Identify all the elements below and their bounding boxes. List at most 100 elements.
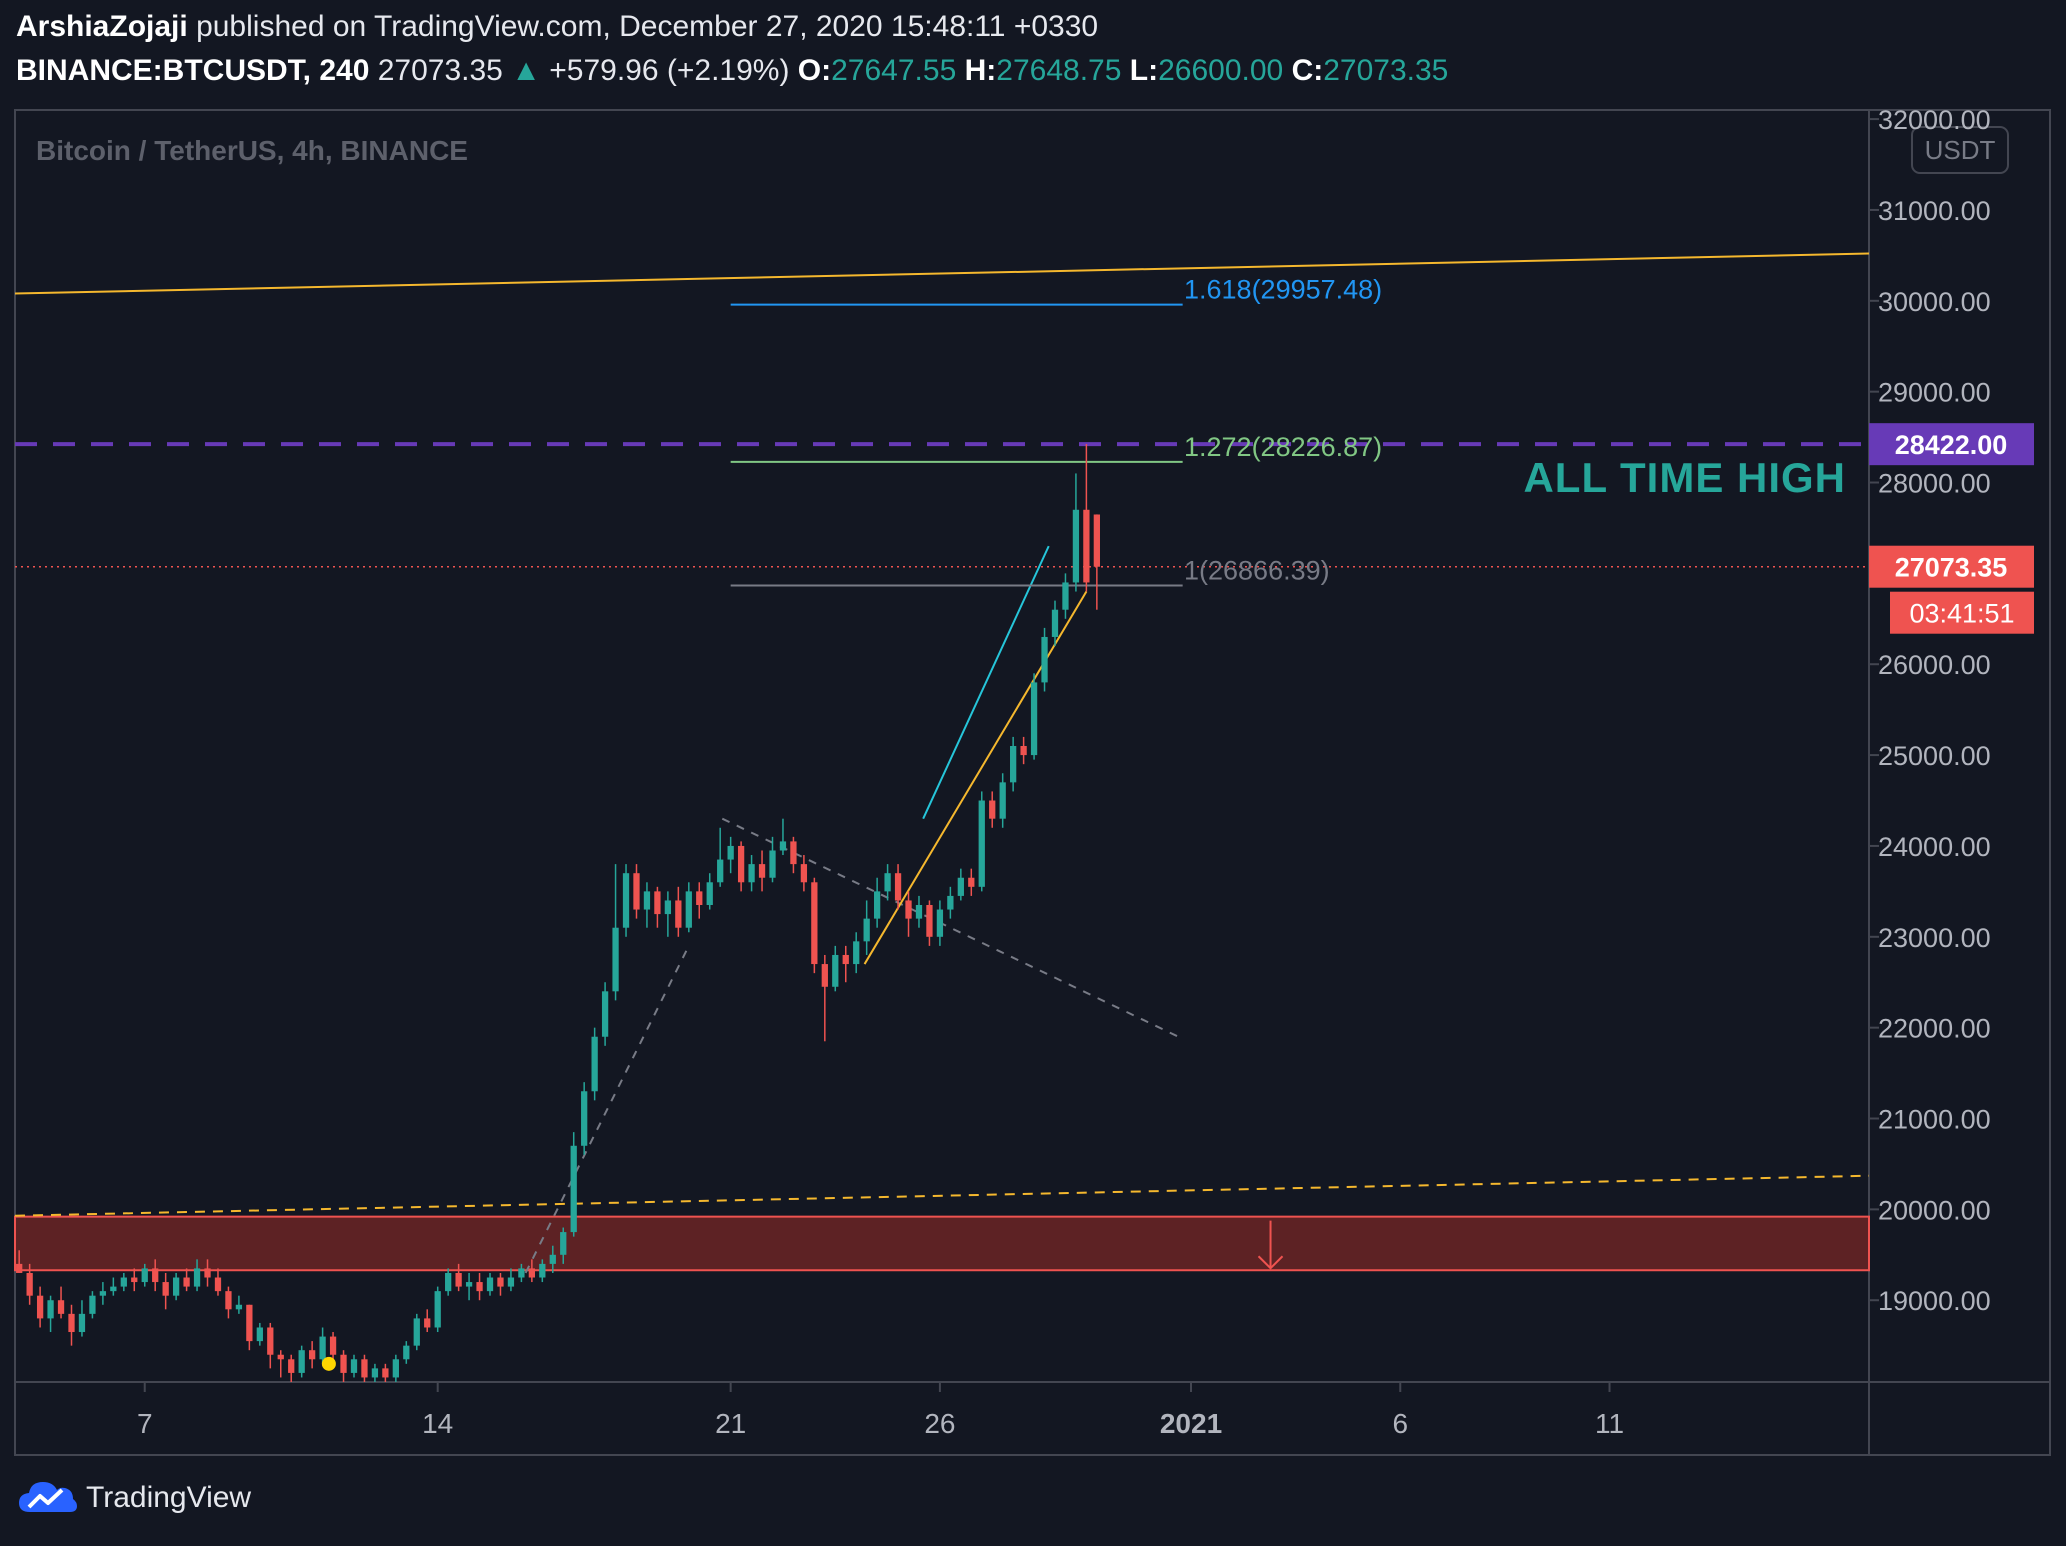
candle-body [560, 1232, 567, 1255]
fib-level-label: 1(26866.39) [1184, 556, 1330, 586]
last-price: 27073.35 [377, 54, 503, 87]
candle-body [434, 1291, 441, 1328]
open-value: 27647.55 [831, 54, 957, 87]
footer: TradingView [16, 1478, 251, 1518]
candle-body [392, 1359, 399, 1378]
candle-body [413, 1318, 420, 1346]
down-arrow-icon [1257, 1255, 1284, 1270]
symbol-name: BINANCE:BTCUSDT, 240 [16, 54, 370, 87]
x-tick-label: 11 [1595, 1408, 1624, 1439]
open-label: O: [797, 54, 832, 87]
candle-body [685, 891, 692, 928]
candle-body [978, 800, 985, 887]
candle-body [120, 1277, 127, 1287]
candle-body [225, 1291, 232, 1310]
close-value: 27073.35 [1323, 54, 1449, 87]
candle-body [999, 782, 1006, 819]
high-value: 27648.75 [996, 54, 1122, 87]
candle-body [842, 954, 849, 965]
y-tick-label: 19000.00 [1878, 1286, 1991, 1316]
candle-body [1062, 582, 1069, 610]
candle-body [68, 1313, 75, 1333]
candle-body [696, 891, 703, 905]
candle-body [633, 873, 640, 910]
candle-body [1030, 682, 1038, 756]
x-tick-label: 14 [422, 1408, 453, 1439]
candle-body [204, 1268, 211, 1278]
candle-body [235, 1304, 243, 1310]
candle-body [1010, 746, 1017, 783]
price-label-box [1869, 423, 2034, 466]
candle-body [894, 873, 902, 901]
candle-body [507, 1277, 515, 1287]
candle-body [968, 877, 975, 887]
candle-body [382, 1368, 389, 1378]
candle-body [340, 1354, 347, 1373]
candle-body [832, 954, 839, 987]
candle-body [57, 1300, 65, 1314]
candle-body [141, 1268, 148, 1283]
chart-frame [14, 109, 2051, 1456]
fib-level-label: 1.618(29957.48) [1184, 275, 1382, 305]
all-time-high-label: ALL TIME HIGH [1523, 454, 1846, 501]
candle-body [1093, 514, 1100, 567]
y-tick-label: 25000.00 [1878, 741, 1991, 771]
close-label: C: [1291, 54, 1324, 87]
trend-line-trend-teal [922, 545, 1050, 820]
candle-body [518, 1268, 525, 1278]
candle-body [748, 864, 755, 883]
brand-name[interactable]: TradingView [86, 1481, 252, 1514]
trend-line-correction [721, 817, 1179, 1038]
countdown-label: 03:41:51 [1909, 599, 2014, 629]
candle-body [779, 841, 787, 851]
y-tick-label: 20000.00 [1878, 1195, 1991, 1225]
candle-body [36, 1295, 44, 1319]
candle-body [1072, 509, 1080, 583]
candle-body [110, 1286, 117, 1292]
candle-body [936, 909, 944, 937]
candle-body [47, 1300, 54, 1319]
candle-body [863, 918, 870, 942]
candle-body [465, 1282, 473, 1287]
candle-body [717, 859, 724, 883]
y-tick-label: 31000.00 [1878, 196, 1991, 226]
candle-body [445, 1272, 452, 1292]
candle-body [821, 964, 828, 987]
candle-body [989, 800, 996, 819]
event-marker [321, 1356, 336, 1371]
price-change: +579.96 (+2.19%) [549, 54, 790, 87]
candle-body [267, 1327, 274, 1355]
candle-body [884, 873, 891, 892]
publish-info: ArshiaZojaji published on TradingView.co… [16, 10, 1098, 44]
candle-body [476, 1282, 483, 1292]
candle-body [424, 1318, 431, 1328]
candle-body [361, 1359, 368, 1378]
countdown-box [1890, 591, 2034, 634]
supply-zone [14, 1215, 1870, 1272]
candle-body [486, 1277, 494, 1292]
candle-body [162, 1282, 169, 1296]
candle-body [214, 1277, 222, 1292]
low-value: 26600.00 [1158, 54, 1284, 87]
candle-body [152, 1268, 159, 1283]
candle-body [309, 1350, 316, 1360]
author-name[interactable]: ArshiaZojaji [16, 10, 188, 43]
candle-body [873, 891, 881, 919]
candle-body [643, 891, 651, 910]
y-tick-label: 22000.00 [1878, 1014, 1991, 1044]
candle-body [183, 1277, 190, 1287]
y-tick-label: 21000.00 [1878, 1105, 1991, 1135]
x-tick-label: 2021 [1160, 1408, 1222, 1439]
x-tick-label: 26 [924, 1408, 955, 1439]
symbol-info: BINANCE:BTCUSDT, 240 27073.35 ▲ +579.96 … [16, 54, 1448, 88]
candle-body [675, 900, 682, 928]
candle-body [800, 864, 808, 883]
y-tick-label: 30000.00 [1878, 287, 1991, 317]
candle-body [288, 1359, 295, 1373]
candle-body [99, 1291, 107, 1296]
candle-body [581, 1091, 588, 1146]
candle-body [758, 864, 766, 878]
trend-line-resistance [14, 252, 1870, 295]
candle-body [350, 1359, 358, 1373]
